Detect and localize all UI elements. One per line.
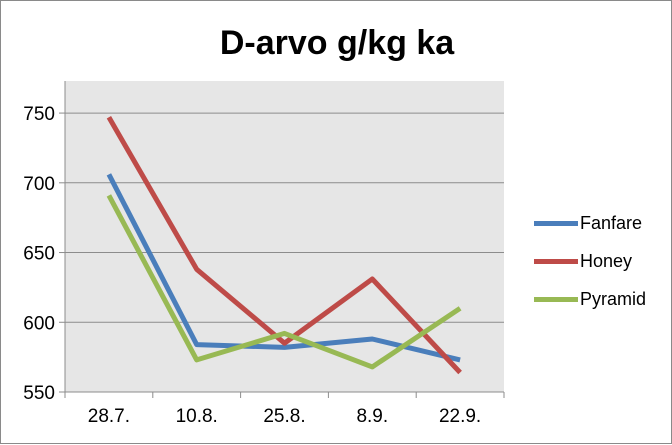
x-tick-label-0: 28.7. — [88, 406, 130, 427]
x-tick-label-1: 10.8. — [176, 406, 218, 427]
y-tick-label-750: 750 — [23, 104, 55, 125]
legend-item-pyramid: Pyramid — [534, 280, 664, 318]
legend-item-honey: Honey — [534, 242, 664, 280]
legend: Fanfare Honey Pyramid — [534, 204, 664, 318]
y-tick-label-550: 550 — [23, 383, 55, 404]
legend-swatch-pyramid — [534, 297, 578, 302]
legend-swatch-honey — [534, 259, 578, 264]
legend-label-pyramid: Pyramid — [580, 289, 646, 310]
y-tick-label-650: 650 — [23, 244, 55, 265]
x-tick-label-3: 8.9. — [356, 406, 388, 427]
y-tick-label-700: 700 — [23, 174, 55, 195]
y-tick-label-600: 600 — [23, 313, 55, 334]
legend-label-fanfare: Fanfare — [580, 213, 642, 234]
legend-item-fanfare: Fanfare — [534, 204, 664, 242]
legend-label-honey: Honey — [580, 251, 632, 272]
x-tick-label-2: 25.8. — [263, 406, 305, 427]
legend-swatch-fanfare — [534, 221, 578, 226]
x-tick-label-4: 22.9. — [439, 406, 481, 427]
